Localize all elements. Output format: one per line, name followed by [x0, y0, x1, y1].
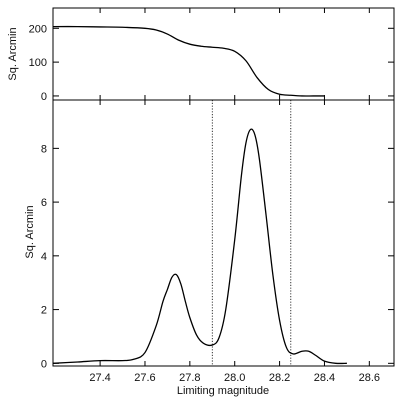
bottom-axis-ticks: 27.4 27.6 27.8 28.0 28.2 28.4 28.6 0 2 4 6 8	[41, 100, 394, 384]
bottom-y-tick-label: 2	[41, 305, 47, 317]
top-y-tick-label: 100	[29, 57, 47, 69]
bottom-x-tick-label: 28.2	[269, 372, 290, 384]
bottom-x-tick-label: 27.4	[89, 372, 110, 384]
top-y-tick-label: 200	[29, 23, 47, 35]
top-panel: 0 100 200 Sq. Arcmin	[7, 7, 395, 103]
bottom-panel: 27.4 27.6 27.8 28.0 28.2 28.4 28.6 0 2 4 6 8 Sq. Ar…	[24, 99, 395, 397]
bottom-y-tick-label: 6	[41, 197, 47, 209]
top-y-axis-title: Sq. Arcmin	[7, 27, 19, 80]
bottom-x-tick-label: 28.4	[314, 372, 335, 384]
bottom-x-tick-label: 28.6	[359, 372, 380, 384]
bottom-y-tick-label: 4	[41, 251, 47, 263]
top-y-tick-label: 0	[41, 91, 47, 103]
top-axis-ticks: 0 100 200	[29, 8, 394, 103]
top-series-line-1	[52, 25, 325, 97]
bottom-y-tick-label: 0	[41, 358, 47, 370]
bottom-x-tick-label: 27.8	[179, 372, 200, 384]
bottom-plot-area	[52, 100, 347, 366]
bottom-y-tick-label: 8	[41, 143, 47, 155]
bottom-x-tick-label: 28.0	[224, 372, 245, 384]
top-plot-area	[52, 25, 325, 97]
bottom-y-axis-title: Sq. Arcmin	[24, 205, 36, 258]
top-panel-frame	[52, 7, 395, 101]
bottom-x-tick-label: 27.6	[134, 372, 155, 384]
bottom-panel-frame	[52, 99, 395, 367]
x-axis-title: Limiting magnitude	[177, 385, 269, 397]
bottom-series-line-1	[52, 128, 347, 365]
